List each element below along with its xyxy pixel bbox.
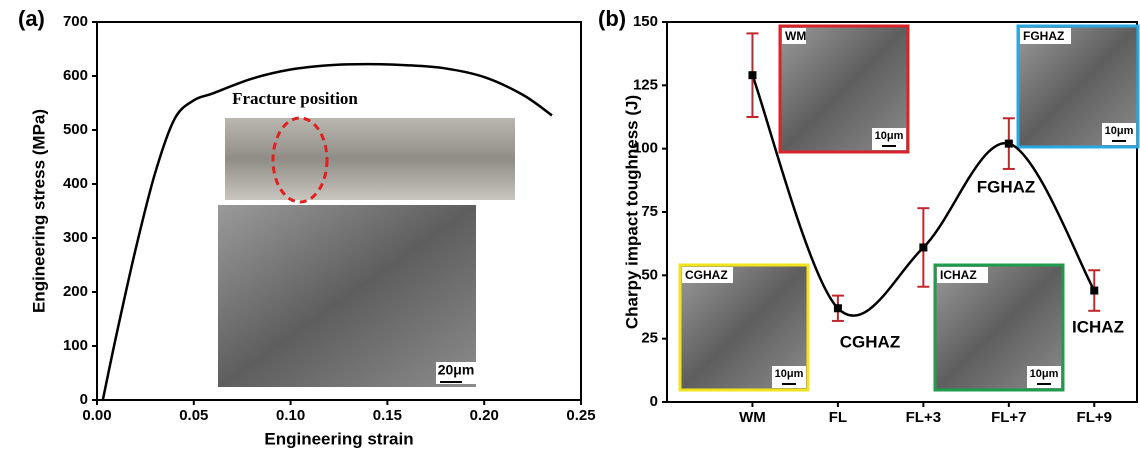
y-tick-label: 50 [641, 266, 658, 283]
x-tick-label: WM [739, 409, 766, 426]
scale-label: 10μm [1030, 368, 1059, 380]
x-tick-label: FL+7 [991, 409, 1026, 426]
marker [748, 71, 756, 79]
inset-label: WM [785, 29, 806, 43]
annotation: FGHAZ [977, 177, 1036, 196]
marker [1090, 287, 1098, 295]
y-tick-label: 300 [63, 229, 88, 246]
y-tick-label: 150 [633, 13, 658, 30]
scale-label: 10μm [875, 130, 904, 142]
y-tick-label: 0 [80, 391, 88, 408]
x-tick-label: 0.25 [566, 407, 595, 424]
x-tick-label: 0.10 [276, 407, 305, 424]
y-tick-label: 200 [63, 283, 88, 300]
annotation: CGHAZ [840, 332, 900, 351]
x-tick-label: FL+9 [1077, 409, 1112, 426]
y-tick-label: 500 [63, 121, 88, 138]
x-tick-label: 0.20 [470, 407, 499, 424]
x-tick-label: 0.15 [373, 407, 402, 424]
y-tick-label: 125 [633, 76, 658, 93]
inset-label: CGHAZ [685, 268, 728, 282]
x-axis-label: Engineering strain [264, 429, 413, 448]
scale-label: 10μm [775, 368, 804, 380]
x-tick-label: FL+3 [906, 409, 941, 426]
y-tick-label: 400 [63, 175, 88, 192]
specimen-photo [225, 118, 515, 200]
inset-label: FGHAZ [1023, 29, 1064, 43]
y-tick-label: 0 [650, 393, 658, 410]
x-tick-label: FL [829, 409, 847, 426]
marker [919, 243, 927, 251]
y-tick-label: 600 [63, 67, 88, 84]
x-tick-label: 0.05 [179, 407, 208, 424]
y-axis-label: Engineering stress (MPa) [29, 109, 48, 313]
figure: Fracture position 20μm 01002003004005006… [0, 0, 1140, 454]
scale-label: 10μm [1105, 125, 1134, 137]
inset-label: ICHAZ [940, 268, 977, 282]
marker [1005, 140, 1013, 148]
panel-label: (b) [598, 6, 626, 31]
y-tick-label: 700 [63, 13, 88, 30]
panel-label: (a) [18, 6, 45, 31]
marker [834, 304, 842, 312]
annotation: Fracture position [232, 89, 358, 108]
scale-label: 20μm [438, 362, 475, 378]
y-tick-label: 75 [641, 203, 658, 220]
y-tick-label: 100 [63, 337, 88, 354]
sem-photo [218, 205, 476, 387]
y-tick-label: 25 [641, 330, 658, 347]
x-tick-label: 0.00 [82, 407, 111, 424]
y-axis-label: Charpy impact toughness (J) [622, 95, 641, 329]
annotation: ICHAZ [1072, 317, 1124, 336]
